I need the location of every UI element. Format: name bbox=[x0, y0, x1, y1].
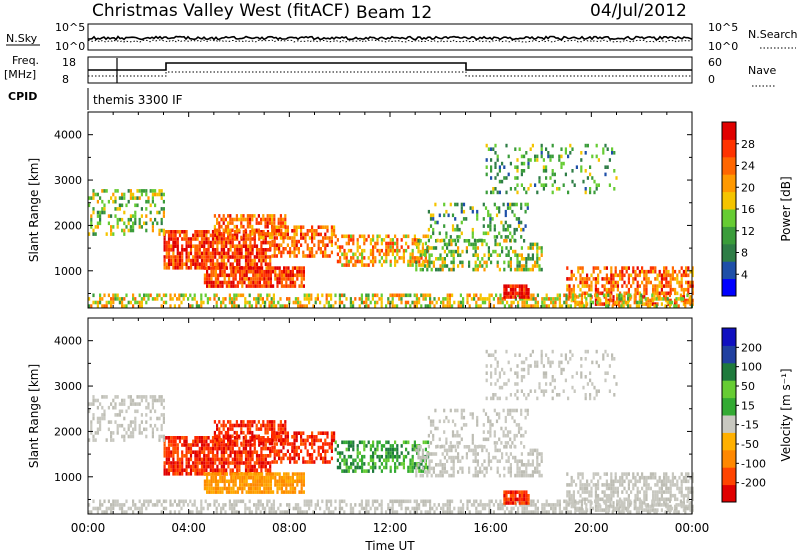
colorbar-swatch bbox=[722, 191, 736, 210]
y-tick-label: 4000 bbox=[54, 335, 82, 348]
colorbar-swatch bbox=[722, 209, 736, 227]
x-tick-label: 04:00 bbox=[171, 521, 206, 535]
colorbar-tick-label: 12 bbox=[741, 225, 755, 238]
nsky-trace bbox=[87, 35, 693, 41]
colorbar-swatch bbox=[722, 278, 736, 297]
nsky-tick-bottom: 10^0 bbox=[55, 40, 85, 53]
nave-tick-top: 60 bbox=[708, 56, 722, 69]
x-tick-label: 20:00 bbox=[574, 521, 609, 535]
colorbar-swatch bbox=[722, 362, 736, 381]
colorbar-swatch bbox=[722, 261, 736, 280]
nsearch-label: N.Search bbox=[748, 28, 798, 41]
freq-strip: Freq. [MHz] 18 8 60 0 Nave bbox=[4, 54, 776, 87]
power-colorbar: 28 24 20 16 12 8 4 Power [dB] bbox=[721, 121, 793, 297]
x-axis-label: Time UT bbox=[364, 539, 415, 553]
plot-title: Christmas Valley West (fitACF) bbox=[92, 1, 350, 21]
y-axis-label: Slant Range [km] bbox=[27, 364, 41, 468]
y-axis-label: Slant Range [km] bbox=[27, 158, 41, 262]
x-tick-label: 08:00 bbox=[272, 521, 307, 535]
y-tick-label: 2000 bbox=[54, 219, 82, 232]
colorbar-tick-label: -15 bbox=[741, 419, 759, 432]
colorbar-swatch bbox=[722, 380, 736, 399]
y-tick-label: 3000 bbox=[54, 380, 82, 393]
freq-trace bbox=[88, 62, 692, 71]
nsky-strip: N.Sky 10^5 10^0 10^5 10^0 N.Search bbox=[6, 21, 798, 53]
colorbar-swatch bbox=[722, 328, 736, 346]
nave-tick-bottom: 0 bbox=[708, 73, 715, 86]
colorbar-tick-label: 24 bbox=[741, 160, 755, 173]
colorbar-swatch bbox=[722, 174, 736, 193]
colorbar-tick-label: 20 bbox=[741, 181, 755, 194]
nsky-tick-top: 10^5 bbox=[55, 21, 85, 34]
colorbar-tick-label: 16 bbox=[741, 203, 755, 216]
freq-unit: [MHz] bbox=[4, 68, 36, 81]
colorbar-tick-label: 100 bbox=[741, 361, 762, 374]
x-tick-label: 00:00 bbox=[675, 521, 710, 535]
y-tick-label: 3000 bbox=[54, 174, 82, 187]
velocity-panel-cells bbox=[88, 349, 694, 514]
x-tick-label: 00:00 bbox=[71, 521, 106, 535]
colorbar-swatch bbox=[722, 139, 736, 158]
y-tick-label: 2000 bbox=[54, 425, 82, 438]
nave-trace bbox=[88, 71, 692, 77]
colorbar-swatch bbox=[722, 156, 736, 175]
colorbar-tick-label: 8 bbox=[741, 247, 748, 260]
cpid-label: CPID bbox=[8, 90, 37, 103]
power-panel-cells bbox=[88, 143, 694, 308]
freq-tick-top: 18 bbox=[62, 56, 76, 69]
power-panel: 1000 2000 3000 4000 Slant Range [km] bbox=[27, 111, 694, 309]
freq-tick-bottom: 8 bbox=[62, 73, 69, 86]
colorbar-tick-label: 28 bbox=[741, 138, 755, 151]
colorbar-swatch bbox=[722, 415, 736, 433]
velocity-panel: 1000 2000 3000 4000 Slant Range [km] bbox=[27, 317, 694, 515]
cpid-text: themis 3300 IF bbox=[93, 93, 183, 107]
colorbar-tick-label: 15 bbox=[741, 399, 755, 412]
date-label: 04/Jul/2012 bbox=[590, 1, 687, 21]
colorbar-swatch bbox=[722, 397, 736, 416]
colorbar-swatch bbox=[722, 449, 736, 468]
colorbar-tick-label: -200 bbox=[741, 477, 766, 490]
colorbar-label: Power [dB] bbox=[779, 176, 793, 241]
colorbar-tick-label: -100 bbox=[741, 457, 766, 470]
y-tick-label: 4000 bbox=[54, 129, 82, 142]
x-tick-label: 16:00 bbox=[473, 521, 508, 535]
time-axis: 00:00 04:00 08:00 12:00 16:00 20:00 00:00 bbox=[71, 521, 710, 535]
x-tick-label: 12:00 bbox=[373, 521, 408, 535]
colorbar-swatch bbox=[722, 432, 736, 451]
nsearch-tick-top: 10^5 bbox=[708, 21, 738, 34]
beam-label: Beam 12 bbox=[356, 3, 432, 23]
colorbar-label: Velocity [m s⁻¹] bbox=[779, 368, 793, 461]
colorbar-tick-label: 200 bbox=[741, 341, 762, 354]
colorbar-swatch bbox=[722, 345, 736, 364]
colorbar-swatch bbox=[722, 243, 736, 262]
y-tick-label: 1000 bbox=[54, 471, 82, 484]
colorbar-swatch bbox=[722, 226, 736, 245]
colorbar-swatch bbox=[722, 467, 736, 486]
nsearch-tick-bottom: 10^0 bbox=[708, 40, 738, 53]
freq-label: Freq. bbox=[12, 54, 39, 67]
colorbar-tick-label: 50 bbox=[741, 380, 755, 393]
velocity-colorbar: 200 100 50 15 -15 -50 -100 -200 Velocity [m s⁻¹] bbox=[721, 327, 793, 503]
nave-label: Nave bbox=[748, 64, 776, 77]
y-tick-label: 1000 bbox=[54, 265, 82, 278]
colorbar-tick-label: 4 bbox=[741, 268, 748, 281]
colorbar-swatch bbox=[722, 484, 736, 503]
colorbar-swatch bbox=[722, 122, 736, 140]
colorbar-tick-label: -50 bbox=[741, 438, 759, 451]
nsearch-trace bbox=[87, 39, 693, 43]
nsky-label: N.Sky bbox=[6, 32, 38, 45]
